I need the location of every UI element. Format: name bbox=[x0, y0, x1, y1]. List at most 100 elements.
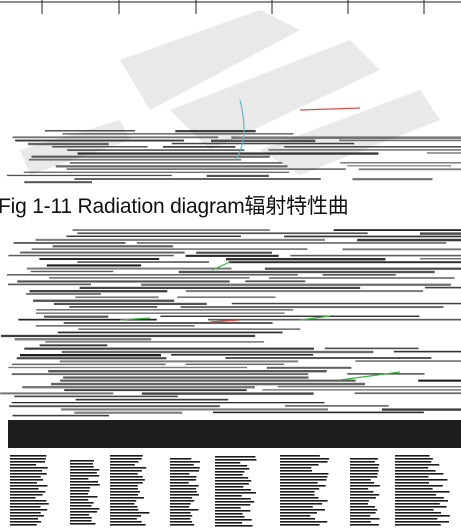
block-stripe bbox=[70, 475, 100, 477]
block-stripe bbox=[110, 461, 139, 463]
block-stripe bbox=[170, 485, 199, 487]
block-stripe bbox=[395, 473, 444, 475]
block-stripe bbox=[280, 524, 320, 526]
block-stripe bbox=[350, 497, 376, 499]
block-stripe bbox=[280, 494, 315, 496]
block-stripe bbox=[10, 500, 47, 502]
block-stripe bbox=[70, 472, 97, 474]
block-stripe bbox=[10, 518, 39, 520]
block-stripe bbox=[280, 509, 326, 511]
scan-stripe bbox=[39, 258, 160, 260]
block-stripe bbox=[350, 494, 380, 496]
scan-stripe bbox=[225, 357, 432, 359]
block-stripe bbox=[70, 496, 98, 498]
scan-stripe bbox=[245, 280, 306, 283]
block-stripe bbox=[70, 466, 94, 468]
block-stripe bbox=[350, 485, 380, 487]
block-stripe bbox=[215, 456, 256, 458]
block-stripe bbox=[395, 461, 432, 463]
block-stripe bbox=[215, 525, 253, 527]
block-stripe bbox=[395, 515, 450, 517]
scan-stripe bbox=[79, 286, 361, 289]
block-stripe bbox=[395, 458, 433, 460]
scan-stripe bbox=[322, 274, 396, 276]
block-stripe bbox=[170, 461, 200, 463]
block-stripe bbox=[70, 523, 96, 525]
scan-stripe bbox=[177, 296, 276, 298]
scan-stripe bbox=[61, 350, 374, 354]
block-stripe bbox=[280, 521, 328, 523]
block-stripe bbox=[10, 488, 39, 490]
block-stripe bbox=[395, 464, 440, 466]
block-stripe bbox=[70, 520, 92, 522]
scan-stripe bbox=[60, 379, 356, 382]
block-stripe bbox=[110, 515, 142, 517]
scan-stripe bbox=[264, 267, 461, 270]
scan-stripe bbox=[324, 347, 419, 350]
scan-stripe bbox=[36, 312, 285, 314]
block-stripe bbox=[10, 521, 42, 523]
block-stripe bbox=[110, 485, 138, 487]
scan-stripe bbox=[31, 248, 308, 250]
scan-stripe bbox=[11, 363, 166, 366]
block-stripe bbox=[350, 482, 375, 484]
block-stripe bbox=[395, 512, 442, 514]
scan-stripe bbox=[45, 341, 265, 343]
block-stripe bbox=[350, 503, 369, 505]
block-stripe bbox=[215, 492, 256, 494]
top-ruler bbox=[0, 0, 461, 14]
block-stripe bbox=[280, 464, 319, 466]
block-stripe bbox=[110, 482, 143, 484]
scan-stripe bbox=[420, 258, 461, 260]
block-stripe bbox=[10, 491, 46, 493]
block-stripe bbox=[10, 509, 48, 511]
block-stripe bbox=[110, 491, 140, 493]
block-stripe bbox=[280, 518, 316, 520]
scan-stripe bbox=[57, 331, 283, 334]
scan-stripe bbox=[72, 229, 270, 231]
block-stripe bbox=[10, 464, 37, 466]
scan-stripe bbox=[13, 242, 126, 244]
block-stripe bbox=[280, 485, 326, 487]
scan-stripe bbox=[268, 149, 461, 151]
block-stripe bbox=[395, 524, 441, 526]
block-stripe bbox=[215, 507, 241, 509]
block-stripe bbox=[170, 464, 194, 466]
accent-stroke-green-2 bbox=[299, 315, 331, 321]
scan-stripe bbox=[26, 293, 101, 295]
scan-stripe bbox=[6, 174, 172, 177]
block-stripe bbox=[215, 474, 243, 476]
scan-stripe bbox=[24, 181, 92, 184]
scan-stripe bbox=[35, 325, 195, 327]
block-stripe bbox=[395, 482, 430, 484]
scan-stripe bbox=[66, 168, 346, 170]
block-stripe bbox=[215, 513, 243, 515]
block-stripe bbox=[395, 470, 436, 472]
block-stripe bbox=[280, 512, 317, 514]
block-stripe bbox=[10, 479, 44, 481]
block-stripe bbox=[70, 517, 92, 519]
scan-stripe bbox=[381, 408, 461, 411]
scan-stripe bbox=[55, 165, 288, 168]
scan-stripe bbox=[62, 133, 294, 135]
scan-stripe bbox=[52, 146, 148, 148]
accent-stroke-green-1 bbox=[211, 261, 231, 271]
scan-stripe bbox=[74, 411, 183, 414]
block-stripe bbox=[395, 509, 434, 511]
block-stripe bbox=[350, 464, 380, 466]
block-stripe bbox=[350, 473, 378, 475]
scan-stripe bbox=[196, 251, 272, 254]
block-stripe bbox=[215, 510, 251, 512]
block-stripe bbox=[395, 506, 447, 508]
block-stripe bbox=[170, 509, 199, 511]
block-stripe bbox=[280, 467, 312, 469]
scan-stripe bbox=[284, 146, 461, 148]
scan-stripe bbox=[35, 238, 325, 241]
block-stripe bbox=[350, 491, 374, 493]
block-stripe bbox=[395, 476, 429, 478]
block-stripe bbox=[395, 503, 440, 505]
scan-stripe bbox=[44, 315, 109, 318]
scan-stripe bbox=[59, 360, 299, 363]
block-stripe bbox=[215, 471, 245, 473]
scan-stripe bbox=[77, 261, 209, 263]
